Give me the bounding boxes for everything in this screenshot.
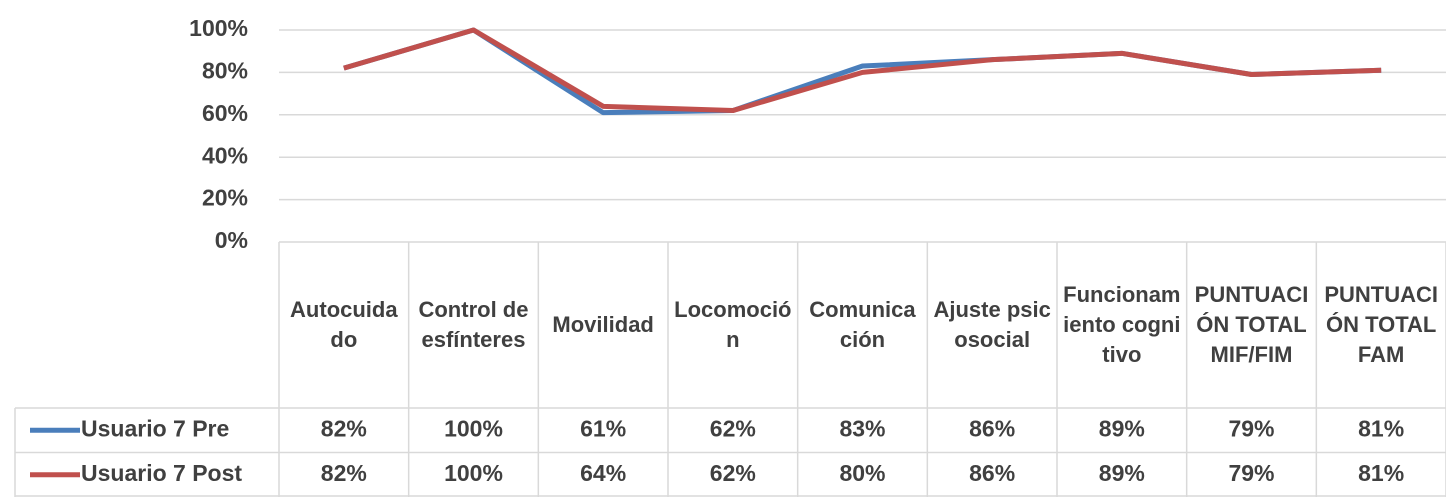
- category-cell: Autocuidado: [290, 297, 398, 352]
- table-value: 89%: [1099, 460, 1145, 486]
- x-tick-label: Comunicación: [809, 297, 916, 352]
- x-tick-label: Funcionamiento cognitivo: [1063, 282, 1181, 367]
- table-value: 64%: [580, 460, 626, 486]
- category-cell: Funcionamiento cognitivo: [1063, 282, 1181, 367]
- y-tick-label: 60%: [202, 100, 248, 126]
- y-tick-label: 20%: [202, 185, 248, 211]
- y-tick-label: 0%: [215, 227, 248, 253]
- table-value: 80%: [839, 460, 885, 486]
- x-tick-label: PUNTUACIÓN TOTAL MIF/FIM: [1194, 282, 1309, 367]
- x-tick-label: Movilidad: [552, 312, 654, 337]
- table-value: 82%: [321, 415, 367, 441]
- table-value: 81%: [1358, 415, 1404, 441]
- category-cell: Comunicación: [809, 297, 916, 352]
- table-value: 62%: [710, 415, 756, 441]
- table-value: 100%: [444, 415, 503, 441]
- table-value: 79%: [1228, 460, 1274, 486]
- table-value: 89%: [1099, 415, 1145, 441]
- table-value: 79%: [1228, 415, 1274, 441]
- category-cell: Ajuste psicosocial: [933, 297, 1051, 352]
- legend-label: Usuario 7 Post: [81, 460, 242, 486]
- x-tick-label: PUNTUACIÓN TOTAL FAM: [1324, 282, 1438, 367]
- y-tick-label: 80%: [202, 57, 248, 83]
- table-value: 83%: [839, 415, 885, 441]
- category-cell: PUNTUACIÓN TOTAL FAM: [1324, 282, 1438, 367]
- category-cell: Control de esfínteres: [418, 297, 529, 352]
- table-value: 62%: [710, 460, 756, 486]
- legend-label: Usuario 7 Pre: [81, 415, 229, 441]
- table-value: 81%: [1358, 460, 1404, 486]
- table-value: 86%: [969, 415, 1015, 441]
- category-cell: PUNTUACIÓN TOTAL MIF/FIM: [1194, 282, 1309, 367]
- table-value: 82%: [321, 460, 367, 486]
- category-cell: Movilidad: [552, 312, 654, 337]
- table-value: 100%: [444, 460, 503, 486]
- x-tick-label: Ajuste psicosocial: [933, 297, 1051, 352]
- x-tick-label: Locomoción: [674, 297, 792, 352]
- table-value: 86%: [969, 460, 1015, 486]
- category-cell: Locomoción: [674, 297, 792, 352]
- y-tick-label: 40%: [202, 142, 248, 168]
- y-tick-label: 100%: [189, 15, 248, 41]
- series-line: [343, 27, 1382, 114]
- table-value: 61%: [580, 415, 626, 441]
- x-tick-label: Control de esfínteres: [418, 297, 529, 352]
- x-tick-label: Autocuidado: [290, 297, 398, 352]
